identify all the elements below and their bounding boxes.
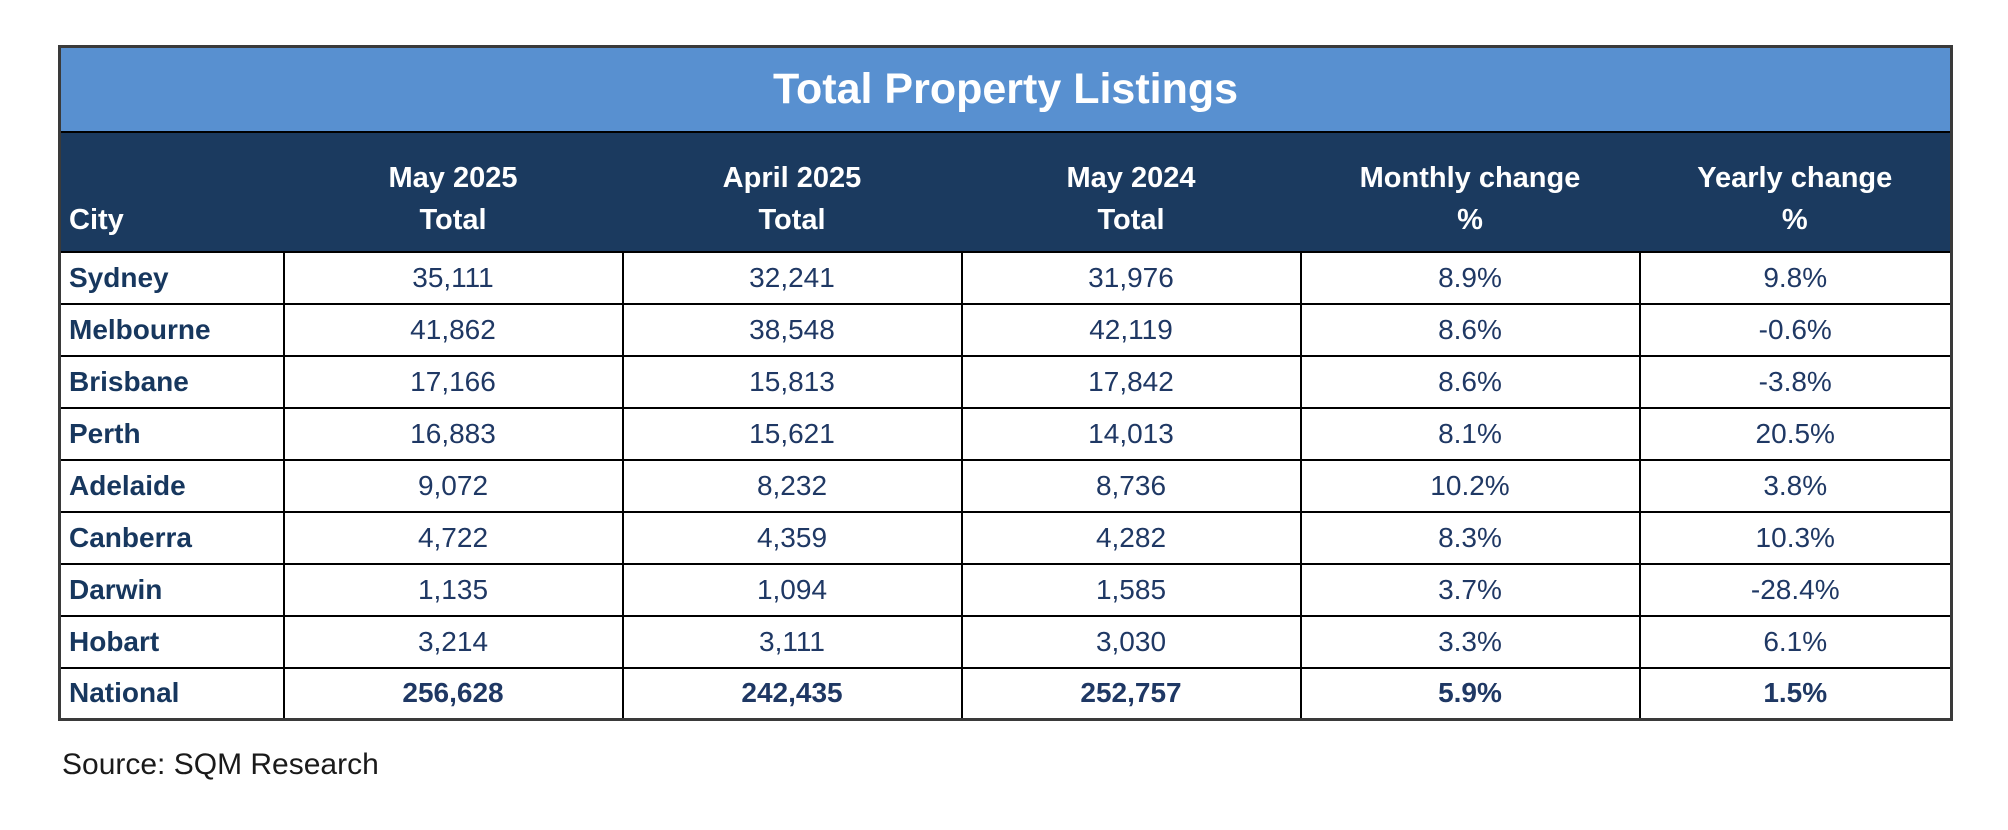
table-row-perth: Perth 16,883 15,621 14,013 8.1% 20.5% <box>58 406 1953 461</box>
city-cell: Brisbane <box>58 354 285 409</box>
may-2024-cell: 1,585 <box>960 562 1302 617</box>
april-2025-cell: 38,548 <box>621 302 963 357</box>
table-row-canberra: Canberra 4,722 4,359 4,282 8.3% 10.3% <box>58 510 1953 565</box>
city-cell: Melbourne <box>58 302 285 357</box>
table-row-darwin: Darwin 1,135 1,094 1,585 3.7% -28.4% <box>58 562 1953 617</box>
column-header-yearly-change: Yearly change % <box>1639 130 1952 253</box>
yearly-change-cell: 9.8% <box>1638 250 1953 305</box>
may-2024-cell: 3,030 <box>960 614 1302 669</box>
table-header-row: City May 2025 Total April 2025 Total May… <box>59 130 1952 253</box>
city-cell: Adelaide <box>58 458 285 513</box>
city-cell: National <box>58 666 285 721</box>
monthly-change-cell: 5.9% <box>1299 666 1641 721</box>
may-2024-cell: 14,013 <box>960 406 1302 461</box>
may-2024-cell: 42,119 <box>960 302 1302 357</box>
table-title: Total Property Listings <box>58 45 1953 133</box>
city-cell: Hobart <box>58 614 285 669</box>
city-cell: Canberra <box>58 510 285 565</box>
april-2025-cell: 1,094 <box>621 562 963 617</box>
yearly-change-cell: 10.3% <box>1638 510 1953 565</box>
source-attribution: Source: SQM Research <box>62 748 379 781</box>
april-2025-cell: 15,621 <box>621 406 963 461</box>
column-header-may-2024: May 2024 Total <box>961 130 1301 253</box>
april-2025-cell: 32,241 <box>621 250 963 305</box>
monthly-change-cell: 8.6% <box>1299 354 1641 409</box>
column-header-may-2025: May 2025 Total <box>283 130 623 253</box>
city-cell: Perth <box>58 406 285 461</box>
table-row-national-total: National 256,628 242,435 252,757 5.9% 1.… <box>58 666 1953 721</box>
monthly-change-cell: 8.1% <box>1299 406 1641 461</box>
april-2025-cell: 4,359 <box>621 510 963 565</box>
yearly-change-cell: -28.4% <box>1638 562 1953 617</box>
monthly-change-cell: 8.6% <box>1299 302 1641 357</box>
april-2025-cell: 242,435 <box>621 666 963 721</box>
yearly-change-cell: 6.1% <box>1638 614 1953 669</box>
april-2025-cell: 3,111 <box>621 614 963 669</box>
column-header-monthly-change: Monthly change % <box>1300 130 1640 253</box>
yearly-change-cell: -0.6% <box>1638 302 1953 357</box>
may-2025-cell: 3,214 <box>282 614 624 669</box>
may-2025-cell: 4,722 <box>282 510 624 565</box>
may-2025-cell: 16,883 <box>282 406 624 461</box>
column-header-city-label: City <box>69 203 124 236</box>
may-2024-cell: 8,736 <box>960 458 1302 513</box>
table-row-sydney: Sydney 35,111 32,241 31,976 8.9% 9.8% <box>58 250 1953 305</box>
column-header-city: City <box>59 130 284 253</box>
may-2025-cell: 256,628 <box>282 666 624 721</box>
yearly-change-cell: -3.8% <box>1638 354 1953 409</box>
yearly-change-cell: 20.5% <box>1638 406 1953 461</box>
monthly-change-cell: 8.9% <box>1299 250 1641 305</box>
may-2025-cell: 17,166 <box>282 354 624 409</box>
may-2025-cell: 41,862 <box>282 302 624 357</box>
table-row-adelaide: Adelaide 9,072 8,232 8,736 10.2% 3.8% <box>58 458 1953 513</box>
may-2025-cell: 35,111 <box>282 250 624 305</box>
city-cell: Darwin <box>58 562 285 617</box>
table-row-melbourne: Melbourne 41,862 38,548 42,119 8.6% -0.6… <box>58 302 1953 357</box>
table-row-hobart: Hobart 3,214 3,111 3,030 3.3% 6.1% <box>58 614 1953 669</box>
may-2025-cell: 9,072 <box>282 458 624 513</box>
yearly-change-cell: 1.5% <box>1638 666 1953 721</box>
monthly-change-cell: 8.3% <box>1299 510 1641 565</box>
may-2024-cell: 17,842 <box>960 354 1302 409</box>
april-2025-cell: 15,813 <box>621 354 963 409</box>
may-2024-cell: 31,976 <box>960 250 1302 305</box>
column-header-april-2025: April 2025 Total <box>622 130 962 253</box>
may-2025-cell: 1,135 <box>282 562 624 617</box>
april-2025-cell: 8,232 <box>621 458 963 513</box>
table-row-brisbane: Brisbane 17,166 15,813 17,842 8.6% -3.8% <box>58 354 1953 409</box>
table-title-row: Total Property Listings <box>58 45 1953 133</box>
may-2024-cell: 252,757 <box>960 666 1302 721</box>
total-property-listings-table: Total Property Listings City May 2025 To… <box>58 45 1953 721</box>
yearly-change-cell: 3.8% <box>1638 458 1953 513</box>
city-cell: Sydney <box>58 250 285 305</box>
monthly-change-cell: 3.7% <box>1299 562 1641 617</box>
may-2024-cell: 4,282 <box>960 510 1302 565</box>
monthly-change-cell: 3.3% <box>1299 614 1641 669</box>
monthly-change-cell: 10.2% <box>1299 458 1641 513</box>
